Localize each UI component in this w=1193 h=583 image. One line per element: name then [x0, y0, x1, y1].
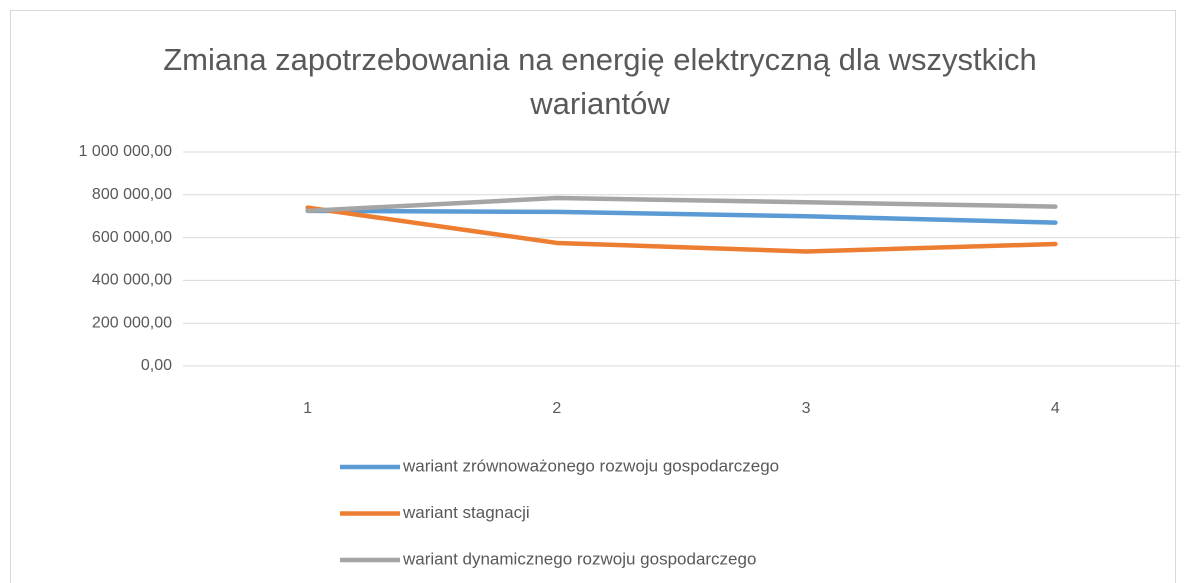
y-tick-label: 1 000 000,00: [79, 143, 173, 160]
y-tick-label: 400 000,00: [92, 272, 172, 289]
legend-label: wariant zrównoważonego rozwoju gospodarc…: [402, 456, 779, 475]
chart-title: Zmiana zapotrzebowania na energię elektr…: [163, 42, 1037, 121]
x-tick-label: 1: [303, 400, 312, 417]
x-tick-label: 4: [1051, 400, 1060, 417]
y-tick-label: 800 000,00: [92, 186, 172, 203]
series-line: [305, 195, 1058, 214]
series-line: [305, 208, 1058, 225]
legend-label: wariant dynamicznego rozwoju gospodarcze…: [402, 549, 756, 568]
chart-border: [10, 10, 1176, 583]
legend-label: wariant stagnacji: [402, 503, 530, 522]
y-tick-label: 600 000,00: [92, 229, 172, 246]
x-tick-label: 3: [802, 400, 811, 417]
y-tick-label: 0,00: [141, 357, 172, 374]
x-tick-label: 2: [552, 400, 561, 417]
y-tick-label: 200 000,00: [92, 314, 172, 331]
series-line: [305, 205, 1058, 254]
